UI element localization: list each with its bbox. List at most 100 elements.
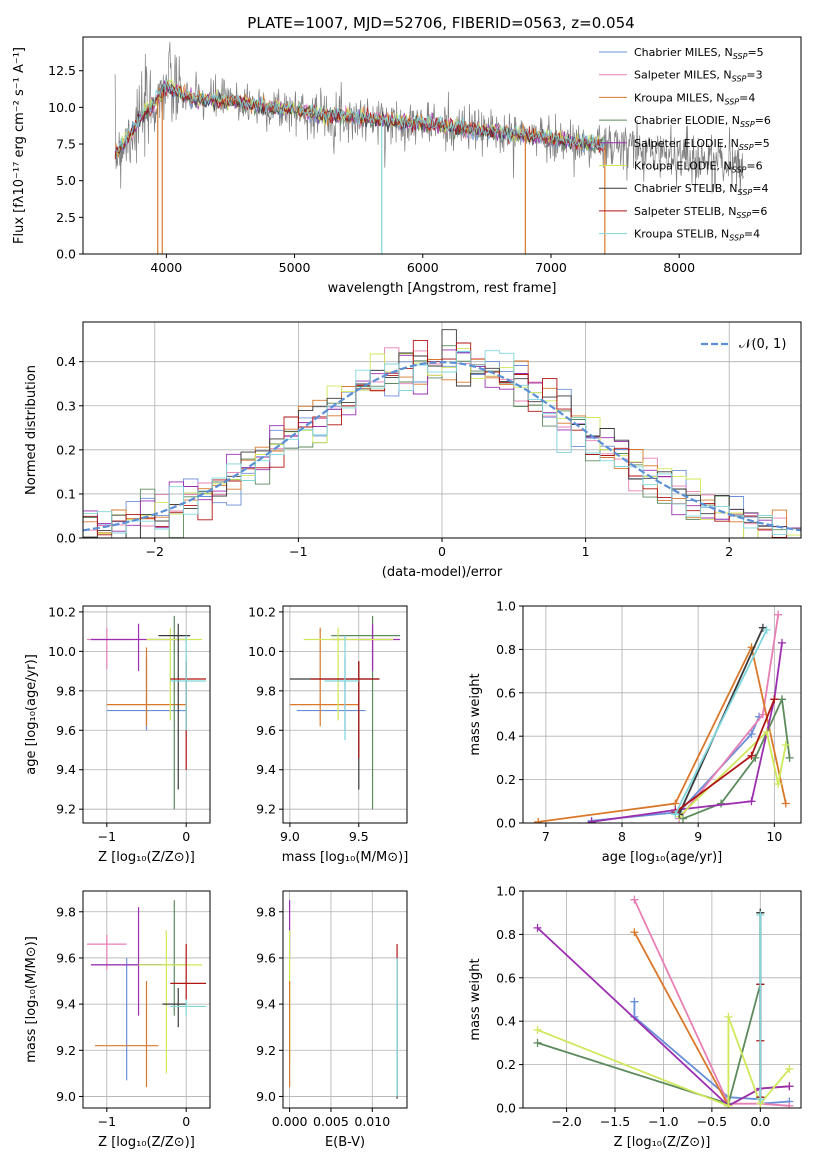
series-kroupa-elodie [533, 1012, 794, 1108]
x-axis-label: Z [log₁₀(Z/Z⊙)] [614, 1135, 711, 1150]
y-tick-label: 0.6 [496, 970, 516, 985]
y-tick-label: 9.4 [56, 762, 76, 777]
panel-massweight_vs_age: 7 8 9 10 0.0 0.2 0.4 0.6 0.8 1.0 age [log₁₀(age/yr… [468, 599, 802, 865]
y-tick-label: 12.5 [48, 63, 76, 78]
series-marker [724, 1101, 733, 1108]
x-tick-label: 6000 [407, 260, 439, 275]
y-tick-label: 0.0 [56, 247, 76, 262]
series-marker [630, 928, 639, 937]
series-marker [774, 779, 783, 788]
series-marker [781, 740, 790, 749]
axes-age_vs_mass: 9.0 9.5 9.2 9.4 9.6 9.8 10.0 10.2 mass [log₁₀(M/… [248, 604, 408, 865]
plot-massweight_vs_age [534, 610, 794, 823]
series-marker [774, 610, 783, 619]
errorbar-point [94, 981, 159, 1088]
figure-title: PLATE=1007, MJD=52706, FIBERID=0563, z=0… [247, 14, 634, 32]
y-tick-label: 1.0 [496, 884, 516, 899]
histogram-step-line [83, 348, 801, 538]
series-line [674, 629, 768, 815]
grid-mass_vs_EBV [283, 891, 407, 1108]
errorbar-point [162, 987, 187, 1028]
x-axis-label: mass [log₁₀(M/M⊙)] [282, 850, 409, 865]
y-tick-label: 0.4 [496, 1014, 516, 1029]
series-marker [747, 797, 756, 806]
y-tick-label: 0.6 [496, 685, 516, 700]
x-tick-label: 4000 [150, 260, 182, 275]
y-tick-label: 9.0 [56, 1089, 76, 1104]
y-tick-label: 0.2 [56, 442, 76, 457]
panel-mass_vs_EBV: 0.000 0.005 0.010 9.0 9.2 9.4 9.6 9.8 E(B-V) [256, 890, 408, 1150]
axes-frame [82, 605, 211, 824]
x-tick-label: 7000 [535, 260, 567, 275]
legend-label: Salpeter ELODIE, NSSP=5 [634, 137, 770, 152]
errorbar-point [303, 627, 394, 721]
y-tick-label: 0.8 [496, 642, 516, 657]
y-tick-label: 9.6 [256, 950, 276, 965]
y-tick-label: 9.2 [56, 1043, 76, 1058]
plot-massweight_vs_Z [533, 895, 794, 1108]
y-tick-label: 0.4 [56, 354, 76, 369]
series-marker [587, 817, 596, 823]
series-marker [762, 625, 771, 634]
errorbar-point [146, 627, 203, 721]
series-marker [630, 895, 639, 904]
y-tick-label: 0.2 [496, 1057, 516, 1072]
series-line [678, 730, 787, 818]
errorbar-point [158, 623, 191, 790]
x-tick-label: 9 [694, 829, 702, 844]
series-marker [533, 1025, 542, 1034]
legend-label: Kroupa MILES, NSSP=4 [634, 91, 755, 106]
series-line [633, 899, 790, 1107]
y-tick-label: 9.6 [56, 950, 76, 965]
legend-label: Salpeter STELIB, NSSP=6 [634, 205, 767, 220]
errorbar-point [170, 999, 207, 1016]
legend-label: Salpeter MILES, NSSP=3 [634, 69, 763, 84]
x-axis-label: Z [log₁₀(Z/Z⊙)] [98, 850, 195, 865]
x-tick-label: 1 [582, 544, 590, 559]
errorbar-point [173, 615, 187, 810]
axes-frame [522, 890, 802, 1109]
panel-massweight_vs_Z: −2.0 −1.5 −1.0 −0.5 0.0 0.0 0.2 0.4 0.6 0.8 1.0 Z [… [468, 884, 802, 1150]
errorbar-point [90, 623, 187, 672]
errorbar-point [289, 627, 359, 727]
series-marker [781, 799, 790, 808]
plot-spectrum [114, 41, 744, 254]
x-axis-label: E(B-V) [325, 1135, 365, 1150]
x-tick-label: 0.0 [750, 1114, 770, 1129]
panel-spectrum: 4000 5000 6000 7000 8000 0.0 2.5 5.0 7.5 10.0 12.5… [12, 36, 802, 296]
series-marker [724, 1012, 733, 1021]
x-tick-label: −2.0 [551, 1114, 581, 1129]
series-line [591, 642, 783, 823]
x-tick-label: −1.5 [600, 1114, 630, 1129]
panel-age_vs_mass: 9.0 9.5 9.2 9.4 9.6 9.8 10.0 10.2 mass [log₁₀(M/… [248, 604, 408, 865]
gaussian-reference-line [83, 360, 801, 532]
axes-frame [282, 890, 408, 1109]
y-tick-label: 9.8 [56, 904, 76, 919]
x-tick-label: −0.5 [697, 1114, 727, 1129]
grid-massweight_vs_Z [523, 890, 801, 1109]
x-tick-label: 2 [725, 544, 733, 559]
y-tick-label: 9.6 [56, 723, 76, 738]
series-chabrier-elodie [533, 908, 765, 1108]
errorbar-point [90, 957, 163, 1081]
y-tick-label: 0.0 [56, 531, 76, 546]
axes-frame [522, 605, 802, 824]
x-tick-label: −2 [146, 544, 164, 559]
series-marker [533, 923, 542, 932]
series-marker [747, 751, 756, 760]
series-marker [762, 727, 771, 736]
series-marker [630, 997, 639, 1006]
histogram-step-line [83, 350, 801, 538]
x-tick-label: 8 [618, 829, 626, 844]
y-tick-label: 9.8 [256, 683, 276, 698]
y-tick-label: 9.2 [256, 802, 276, 817]
y-tick-label: 9.4 [256, 997, 276, 1012]
x-tick-label: 0 [182, 1114, 190, 1129]
y-tick-label: 0.0 [496, 816, 516, 831]
errorbar-point [331, 615, 401, 810]
errorbar-point [170, 635, 207, 731]
y-tick-label: 9.4 [56, 997, 76, 1012]
series-marker [671, 810, 680, 819]
y-tick-label: 10.0 [48, 100, 76, 115]
